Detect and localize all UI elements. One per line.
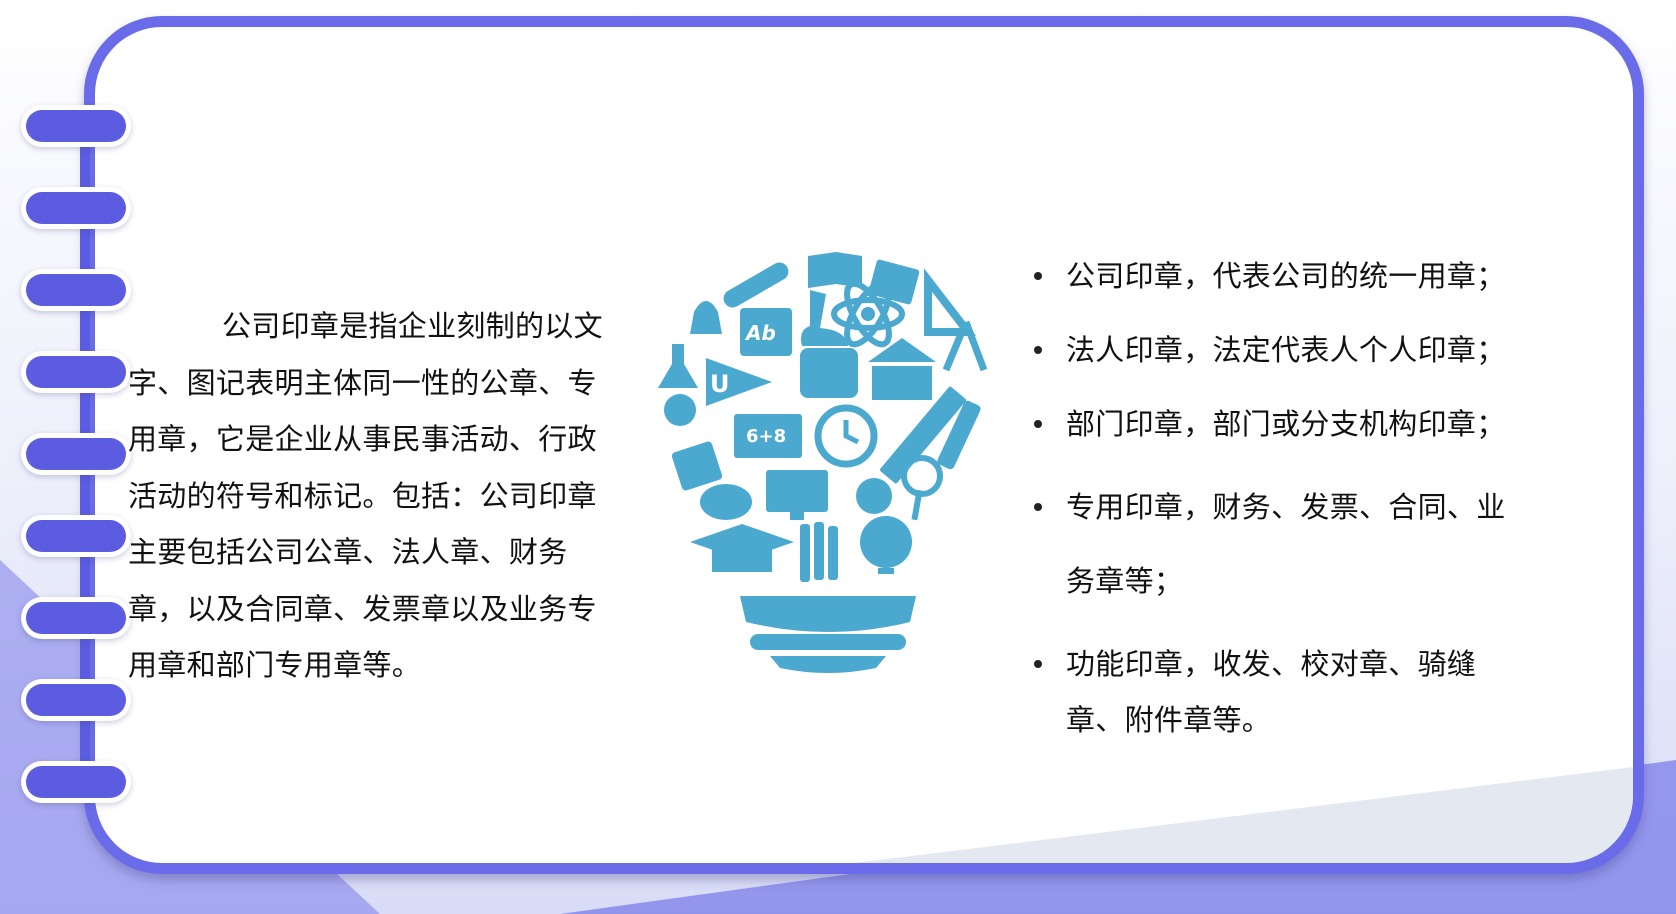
list-item-text: 功能印章，收发、校对章、骑缝章、附件章等。 <box>1066 647 1477 737</box>
chalkboard-icon <box>734 414 802 458</box>
ruler-icon <box>880 386 966 484</box>
list-item: 法人印章，法定代表人个人印章； <box>1030 322 1530 378</box>
list-item-text: 部门印章，部门或分支机构印章； <box>1066 407 1506 441</box>
card-corner-decoration <box>855 767 1633 863</box>
school-bus-icon <box>800 348 858 398</box>
bell-icon <box>690 301 722 334</box>
chalkboard-equation: 6+8 <box>746 426 786 447</box>
list-item: 功能印章，收发、校对章、骑缝章、附件章等。 <box>1030 636 1530 748</box>
clock-icon <box>814 404 878 468</box>
binding-ring <box>26 602 126 634</box>
atom-icon <box>831 297 905 331</box>
compass-icon <box>942 320 988 372</box>
list-item: 公司印章，代表公司的统一用章； <box>1030 248 1530 304</box>
intro-paragraph: 公司印章是指企业刻制的以文字、图记表明主体同一性的公章、专用章，它是企业从事民事… <box>128 309 603 682</box>
list-item-text: 公司印章，代表公司的统一用章； <box>1066 259 1506 293</box>
apple-icon <box>856 478 892 514</box>
microscope-icon <box>801 290 848 346</box>
list-item-text: 法人印章，法定代表人个人印章； <box>1066 333 1506 367</box>
calculator-icon <box>671 441 723 491</box>
binding-ring <box>26 356 126 388</box>
bullet-icon <box>1034 346 1042 354</box>
globe-icon <box>860 516 912 568</box>
notepad-icon <box>868 259 920 305</box>
list-item-text: 专用印章，财务、发票、合同、业务章等； <box>1066 490 1506 598</box>
pennant-letter: U <box>710 370 730 398</box>
binding-ring <box>26 110 126 142</box>
bulb-base-icon <box>740 596 916 632</box>
pencils-icon <box>800 524 810 582</box>
monitor-icon <box>766 470 828 512</box>
list-item: 专用印章，财务、发票、合同、业务章等； <box>1030 470 1530 618</box>
binding-ring <box>26 766 126 798</box>
list-item: 部门印章，部门或分支机构印章； <box>1030 396 1530 452</box>
museum-icon <box>868 338 936 362</box>
binding-ring <box>26 520 126 552</box>
book-letters: Ab <box>744 321 776 345</box>
binding-ring <box>26 684 126 716</box>
triangle-ruler-icon <box>924 268 977 336</box>
bullet-icon <box>1034 503 1042 511</box>
book-icon <box>808 252 862 288</box>
pencil-icon <box>937 400 981 470</box>
binding-ring <box>26 192 126 224</box>
palette-icon <box>700 484 752 520</box>
seal-types-list: 公司印章，代表公司的统一用章； 法人印章，法定代表人个人印章； 部门印章，部门或… <box>1030 248 1530 766</box>
bullet-icon <box>1034 660 1042 668</box>
magnifier-icon <box>901 455 943 497</box>
binding-ring <box>26 274 126 306</box>
pennant-icon <box>706 358 772 406</box>
binding-ring <box>26 438 126 470</box>
small-bulb-icon <box>664 394 696 426</box>
notebook-card <box>84 16 1644 874</box>
bullet-icon <box>1034 420 1042 428</box>
flask-icon <box>658 344 698 388</box>
lightbulb-icon: U Ab 6+8 <box>658 252 988 673</box>
bullet-icon <box>1034 272 1042 280</box>
test-tube-icon <box>723 262 789 308</box>
letter-book-icon <box>740 308 792 356</box>
